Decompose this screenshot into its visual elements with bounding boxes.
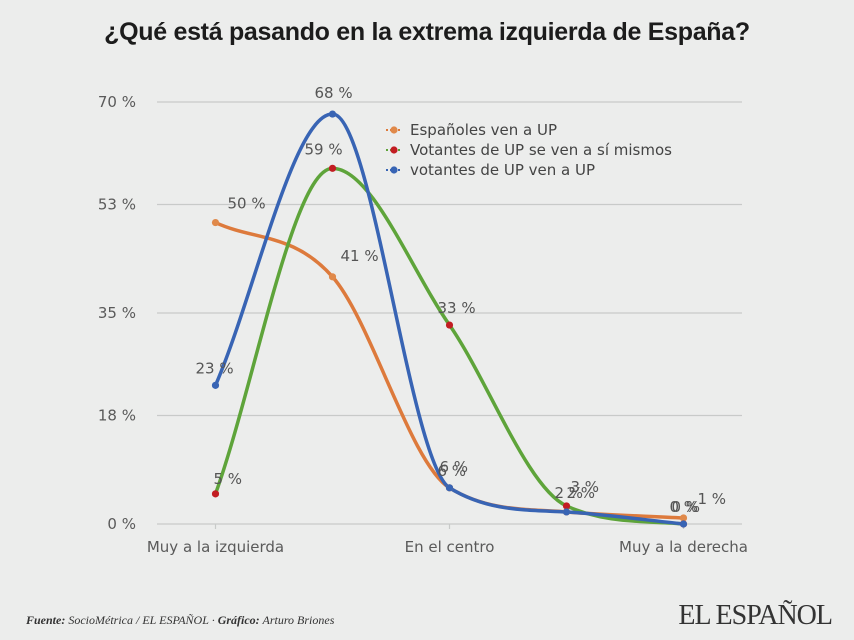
data-label: 0 % (672, 498, 701, 516)
data-point (211, 218, 220, 227)
data-point (445, 484, 454, 492)
data-label: 3 % (571, 478, 600, 496)
data-point (328, 164, 337, 172)
legend-swatch-marker (390, 126, 398, 134)
series-lines (213, 112, 686, 526)
data-point (211, 490, 220, 498)
y-tick-label: 35 % (98, 304, 136, 322)
data-label: 2 % (567, 484, 596, 502)
x-axis-tick-labels: Muy a la izquierda En el centro Muy a la d… (147, 538, 748, 556)
el-espanol-logo: EL ESPAÑOL (678, 600, 833, 631)
data-label: 59 % (305, 140, 343, 158)
data-label: 5 % (214, 470, 243, 488)
x-tick-label: En el centro (405, 538, 495, 556)
data-label: 41 % (341, 247, 379, 265)
data-label: 23 % (196, 359, 234, 377)
line-chart: 0 % 18 % 35 % 53 % 70 % Muy a la izquierda En… (98, 84, 748, 556)
data-label: 6 % (440, 458, 469, 476)
data-label: 2 % (555, 484, 584, 502)
y-tick-label: 70 % (98, 93, 136, 111)
data-point (562, 508, 571, 516)
legend-swatch-marker (390, 166, 398, 174)
legend-swatch-marker (390, 146, 398, 154)
graphic-text: Arturo Briones (262, 613, 335, 627)
data-label: 33 % (438, 299, 476, 317)
data-point (328, 110, 337, 118)
series-line-3 (213, 112, 686, 526)
data-point (445, 321, 454, 329)
data-point (679, 514, 688, 522)
data-point (679, 520, 688, 528)
legend-entry-label: Españoles ven a UP (410, 121, 557, 139)
source-label: Fuente: (26, 613, 66, 627)
legend-entry-label: Votantes de UP se ven a sí mismos (410, 141, 672, 159)
data-point (562, 502, 571, 510)
y-tick-label: 18 % (98, 406, 136, 424)
legend: Españoles ven a UP Votantes de UP se ven … (386, 121, 672, 179)
data-point (211, 381, 220, 389)
data-label: 6 % (438, 462, 467, 480)
chart-title: ¿Qué está pasando en la extrema izquierd… (104, 18, 750, 46)
y-tick-label: 0 % (107, 515, 136, 533)
data-label: 0 % (670, 498, 699, 516)
series-line-2 (213, 166, 686, 526)
legend-entry-label: votantes de UP ven a UP (410, 161, 595, 179)
data-point (328, 273, 337, 281)
y-axis-tick-labels: 0 % 18 % 35 % 53 % 70 % (98, 93, 136, 533)
data-label: 1 % (698, 490, 727, 508)
source-text: SocioMétrica / EL ESPAÑOL (68, 613, 209, 627)
series-markers (211, 110, 688, 528)
y-tick-label: 53 % (98, 195, 136, 213)
graphic-label: Gráfico: (217, 613, 260, 627)
footer-separator: · (211, 613, 215, 627)
footer-credits: Fuente: SocioMétrica / EL ESPAÑOL · Gráf… (26, 613, 334, 628)
data-label: 50 % (228, 195, 266, 213)
x-tick-label: Muy a la izquierda (147, 538, 284, 556)
grid-lines (157, 101, 742, 529)
data-labels: 50 % 41 % 6 % 2 % 1 % 5 % 59 % 33 % 3 % 0 % 23 % 68… (196, 84, 727, 516)
x-tick-label: Muy a la derecha (619, 538, 748, 556)
data-label: 68 % (315, 84, 353, 102)
